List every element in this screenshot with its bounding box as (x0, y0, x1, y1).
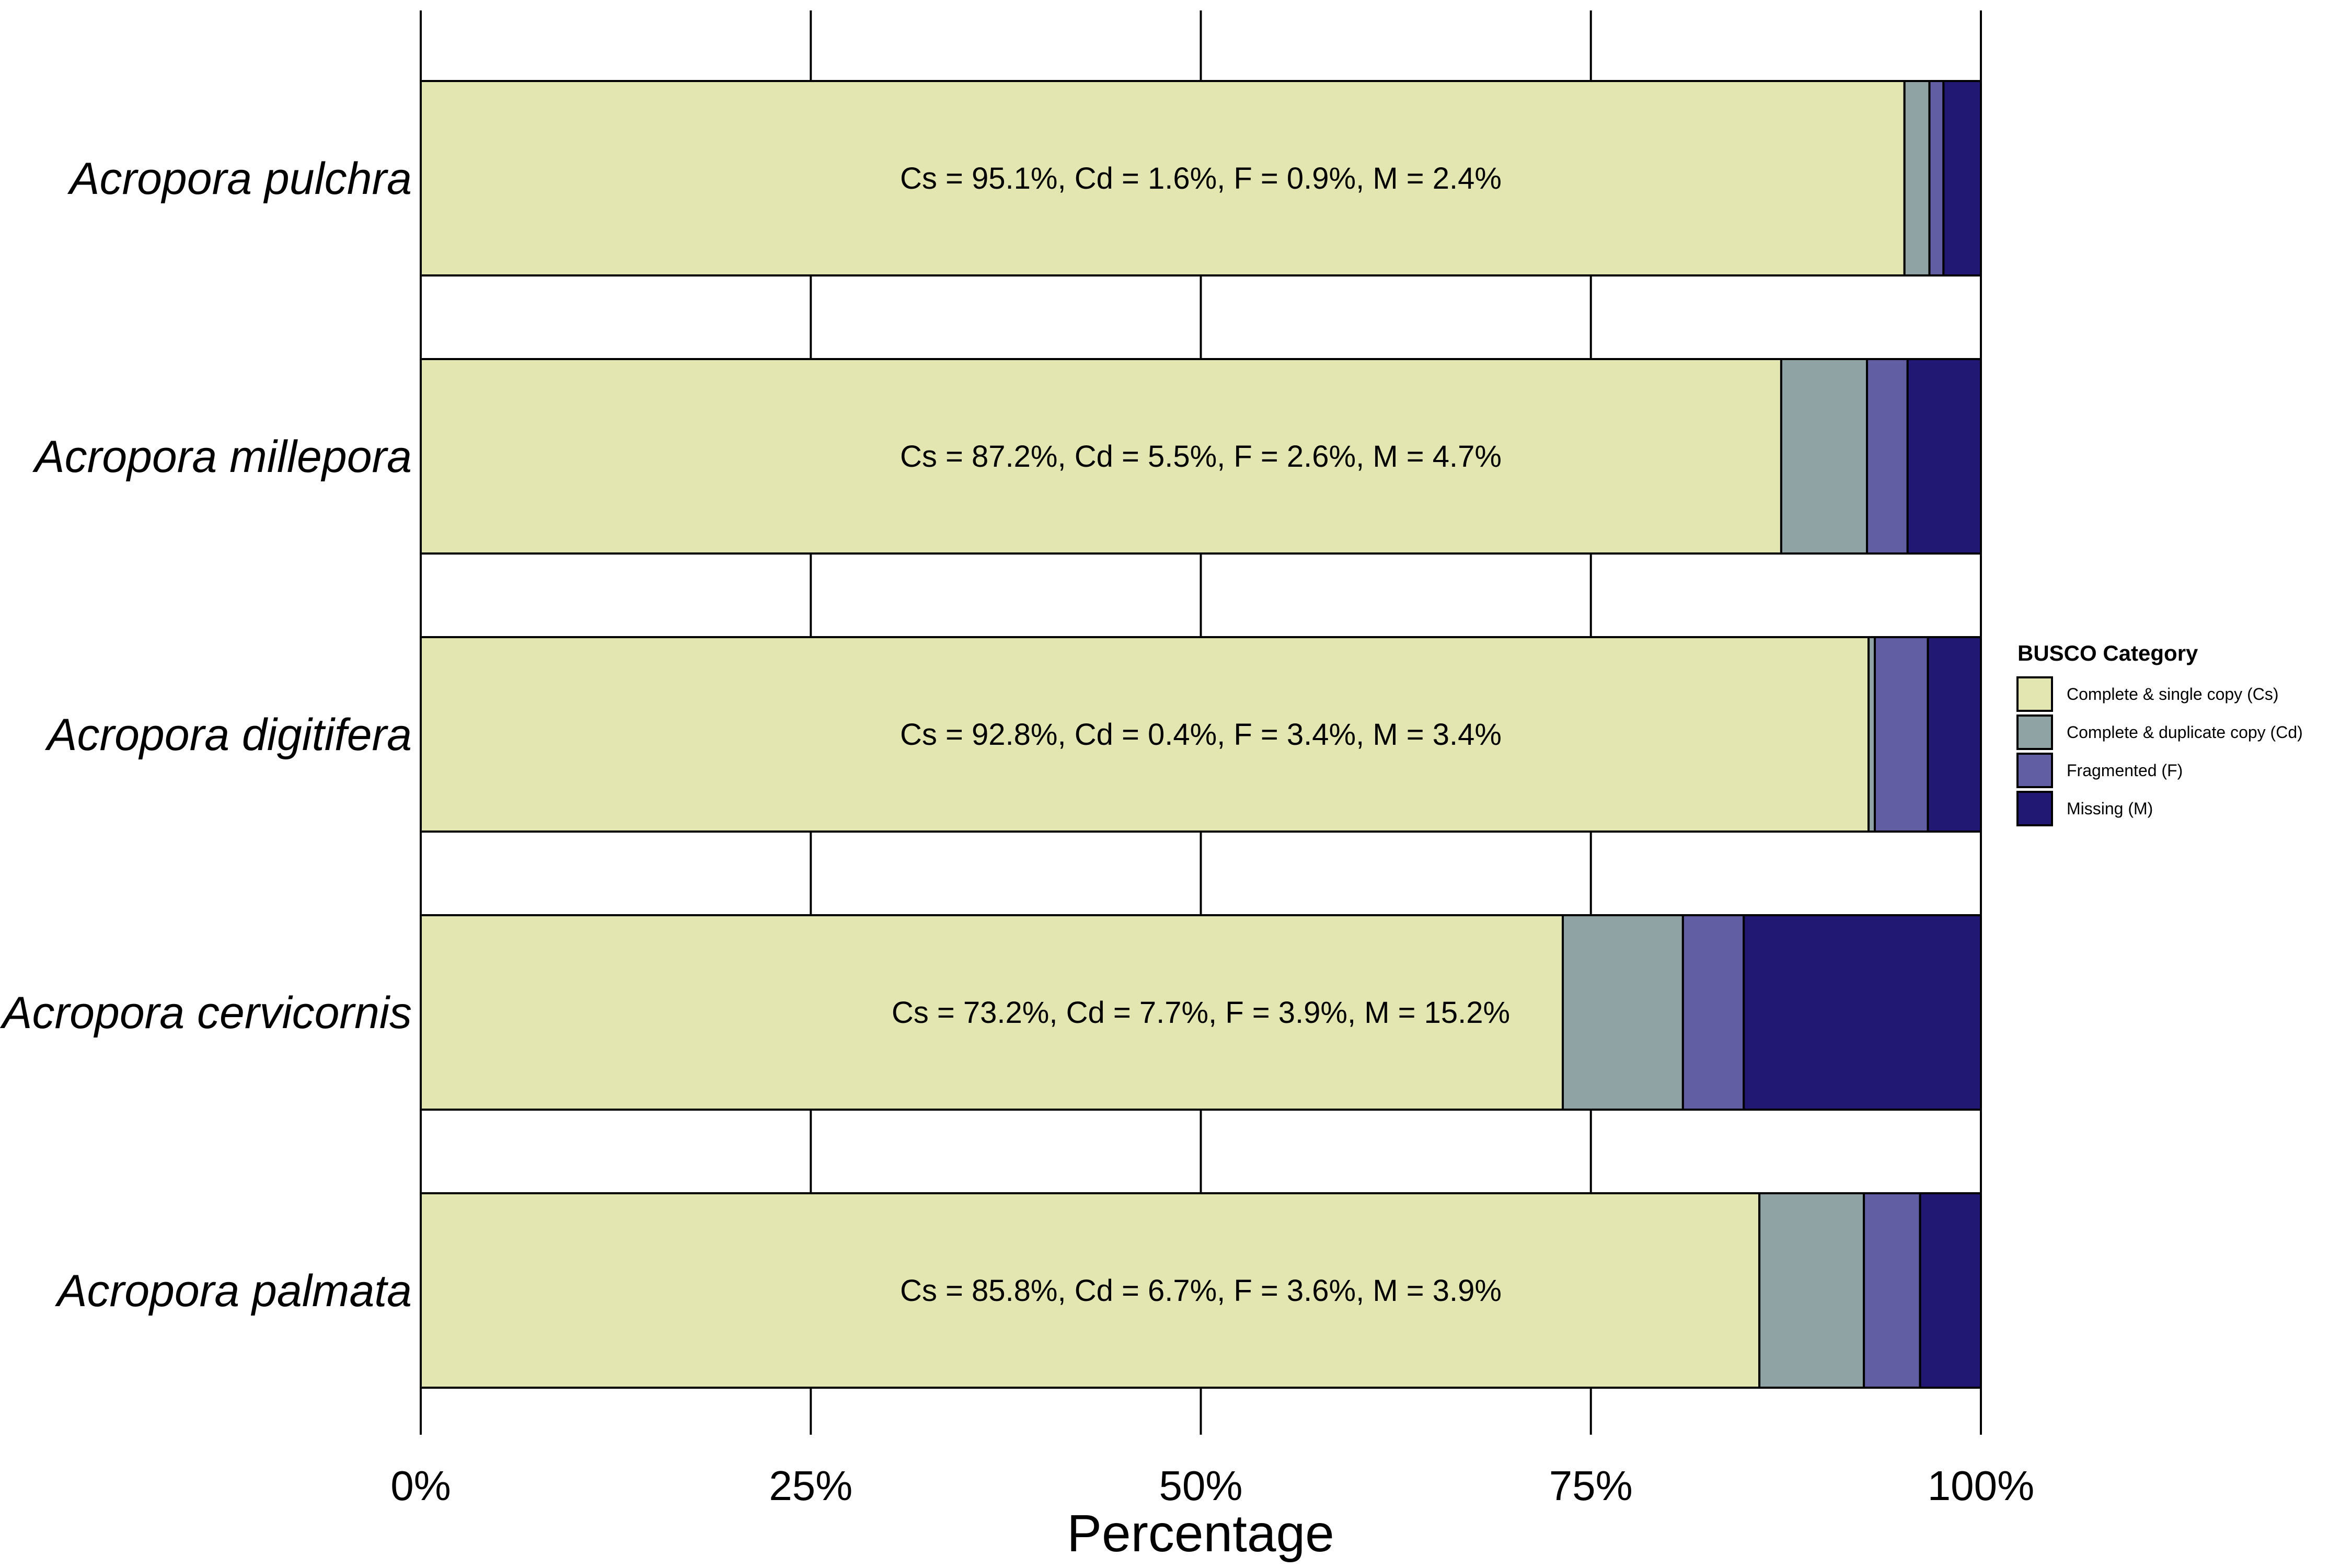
bar-segment (1919, 1192, 1982, 1389)
legend-label: Complete & duplicate copy (Cd) (2067, 723, 2303, 742)
bar-row (420, 914, 1982, 1111)
bar-segment (420, 358, 1782, 555)
bar-segment (1927, 636, 1982, 833)
bar-segment (420, 80, 1906, 276)
x-tick-label: 50% (1159, 1462, 1242, 1509)
bar-segment (1863, 1192, 1921, 1389)
bar-segment (1906, 358, 1982, 555)
x-tick-label: 75% (1549, 1462, 1633, 1509)
bar-segment (1780, 358, 1869, 555)
bar-segment (420, 1192, 1761, 1389)
bar-segment (1874, 636, 1929, 833)
legend-item: Complete & single copy (Cs) (2016, 676, 2278, 712)
bars (420, 80, 1982, 1389)
bar-segment (1681, 914, 1745, 1111)
bar-row (420, 358, 1982, 555)
legend-swatch (2016, 753, 2053, 788)
legend-label: Fragmented (F) (2067, 761, 2183, 780)
legend-label: Missing (M) (2067, 799, 2153, 818)
bar-data-label: Cs = 85.8%, Cd = 6.7%, F = 3.6%, M = 3.9… (900, 1274, 1502, 1308)
legend-item: Fragmented (F) (2016, 753, 2183, 788)
bar-row (420, 80, 1982, 276)
category-label: Acropora pulchra (67, 154, 412, 204)
legend-swatch (2016, 791, 2053, 826)
category-labels: Acropora pulchra Acropora millepora Acropo… (0, 154, 412, 1316)
category-label: Acropora millepora (32, 432, 412, 482)
bar-data-label: Cs = 92.8%, Cd = 0.4%, F = 3.4%, M = 3.4… (900, 718, 1502, 752)
legend-label: Complete & single copy (Cs) (2067, 685, 2278, 704)
bar-segment (1758, 1192, 1865, 1389)
bar-segment (1903, 80, 1931, 276)
category-label: Acropora cervicornis (0, 988, 412, 1038)
category-label: Acropora palmata (54, 1266, 412, 1316)
x-axis: 0% 25% 50% 75% 100% (390, 1462, 2034, 1509)
legend-item: Complete & duplicate copy (Cd) (2016, 714, 2303, 750)
x-axis-title: Percentage (1067, 1504, 1334, 1563)
x-tick-label: 100% (1928, 1462, 2035, 1509)
x-tick-label: 0% (390, 1462, 451, 1509)
bar-data-label: Cs = 73.2%, Cd = 7.7%, F = 3.9%, M = 15.… (892, 996, 1510, 1030)
legend-swatch (2016, 676, 2053, 712)
legend: BUSCO Category Complete & single copy (C… (2016, 641, 2303, 826)
bar-segment (1562, 914, 1684, 1111)
bar-row (420, 636, 1982, 833)
legend-swatch (2016, 714, 2053, 750)
bar-data-label: Cs = 95.1%, Cd = 1.6%, F = 0.9%, M = 2.4… (900, 162, 1502, 195)
category-label: Acropora digitifera (44, 710, 412, 760)
bar-segment (1866, 358, 1909, 555)
bar-labels: Cs = 95.1%, Cd = 1.6%, F = 0.9%, M = 2.4… (892, 162, 1510, 1308)
bar-segment (1928, 80, 1945, 276)
x-tick-label: 25% (769, 1462, 852, 1509)
bar-segment (420, 636, 1870, 833)
bar-data-label: Cs = 87.2%, Cd = 5.5%, F = 2.6%, M = 4.7… (900, 440, 1502, 474)
legend-title: BUSCO Category (2017, 641, 2198, 665)
bar-row (420, 1192, 1982, 1389)
bar-segment (1743, 914, 1982, 1111)
bar-segment (420, 914, 1564, 1111)
bar-segment (1942, 80, 1982, 276)
legend-item: Missing (M) (2016, 791, 2153, 826)
